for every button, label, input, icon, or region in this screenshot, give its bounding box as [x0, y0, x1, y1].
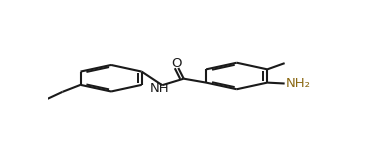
Text: NH₂: NH₂: [286, 77, 311, 90]
Text: O: O: [172, 57, 182, 70]
Text: NH: NH: [150, 82, 169, 95]
